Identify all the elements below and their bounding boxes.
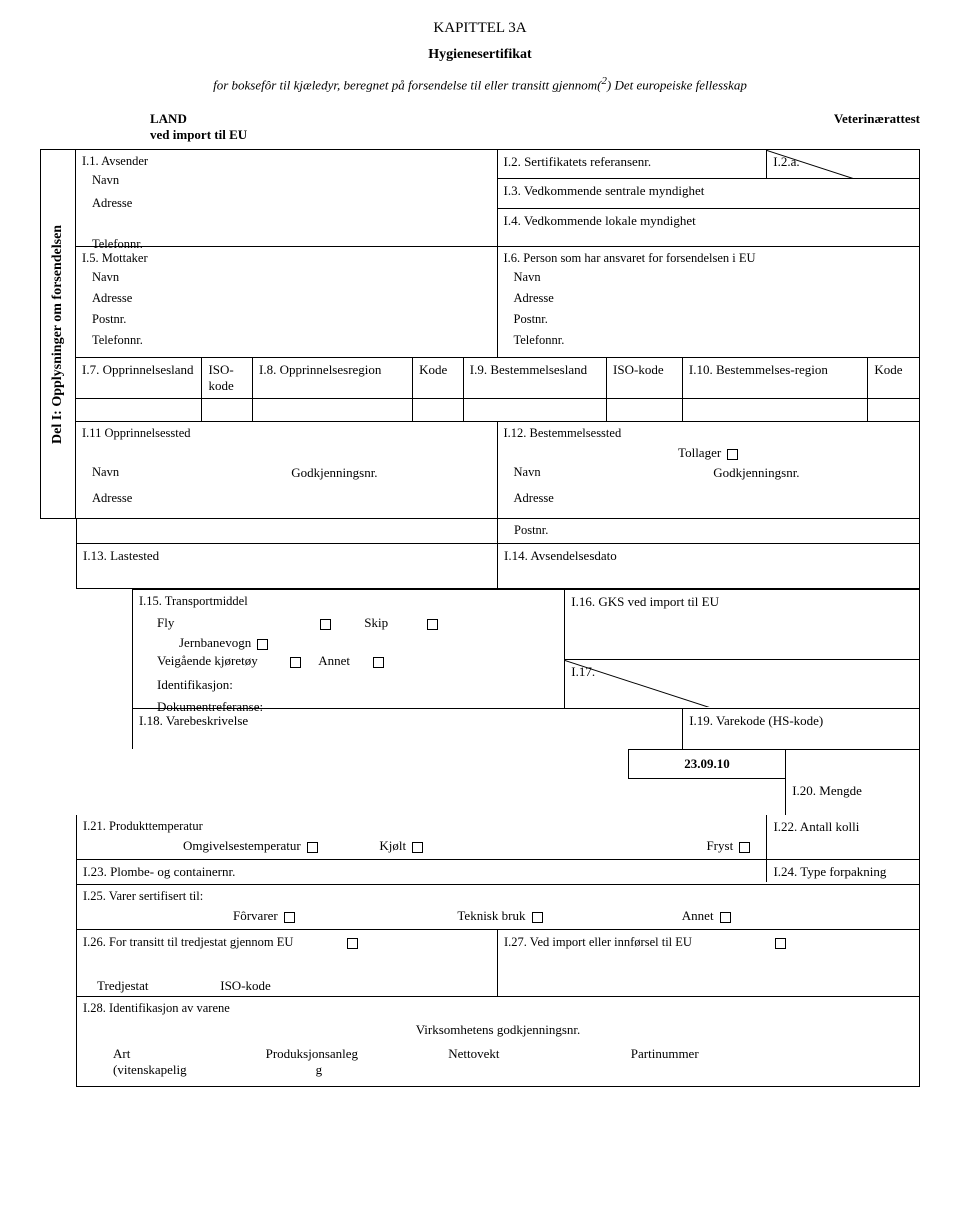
i23-label: I.23. Plombe- og containernr. (77, 860, 767, 882)
i7-iso: ISO-kode (202, 358, 253, 398)
i26-label: I.26. For transitt til tredjestat gjenno… (83, 935, 293, 949)
i25-annet2: Annet (682, 908, 714, 923)
i11-adresse: Adresse (92, 491, 491, 506)
subtitle-prefix: for boksefôr til kjæledyr, beregnet på f… (213, 77, 601, 92)
document-subtitle: for boksefôr til kjæledyr, beregnet på f… (40, 75, 920, 93)
i13-label: I.13. Lastested (77, 544, 498, 588)
header-vet: Veterinærattest (834, 111, 920, 143)
forvarer-checkbox[interactable] (284, 912, 295, 923)
tollager-checkbox[interactable] (727, 449, 738, 460)
i25-forvarer: Fôrvarer (233, 908, 278, 923)
i28-label: I.28. Identifikasjon av varene (83, 1001, 913, 1016)
i15-vei: Veigående kjøretøy (157, 653, 258, 668)
i16-label: I.16. GKS ved import til EU (565, 590, 919, 660)
i1-adresse: Adresse (92, 196, 491, 211)
part-1-side-label: Del I: Opplysninger om forsendelsen (40, 149, 76, 519)
i5-adresse: Adresse (92, 291, 491, 306)
i12-godkj: Godkjenningsnr. (713, 465, 913, 481)
i1-label: I.1. Avsender (82, 154, 491, 169)
i14-label: I.14. Avsendelsesdato (498, 544, 919, 588)
i7-label: I.7. Opprinnelsesland (76, 358, 202, 398)
i28-prod2: g (266, 1062, 449, 1078)
i12-navn: Navn (514, 465, 714, 481)
i4-label: I.4. Vedkommende lokale myndighet (498, 209, 920, 245)
fryst-checkbox[interactable] (739, 842, 750, 853)
i28-vitensk: (vitenskapelig (113, 1062, 266, 1078)
i6-postnr: Postnr. (514, 312, 914, 327)
hs-code: 23.09.10 (628, 749, 785, 779)
i21-omgiv: Omgivelsestemperatur (183, 838, 301, 853)
i15-annet: Annet (318, 653, 350, 668)
i21-fryst: Fryst (706, 838, 733, 853)
i5-label: I.5. Mottaker (82, 251, 491, 266)
i26-checkbox[interactable] (347, 938, 358, 949)
i8-label: I.8. Opprinnelsesregion (253, 358, 413, 398)
subtitle-suffix: ) Det europeiske fellesskap (607, 77, 747, 92)
i24-label: I.24. Type forpakning (767, 860, 919, 884)
i9-label: I.9. Bestemmelsesland (464, 358, 607, 398)
i27-label: I.27. Ved import eller innførsel til EU (504, 935, 692, 949)
i8-kode: Kode (413, 358, 464, 398)
i5-postnr: Postnr. (92, 312, 491, 327)
i19-label: I.19. Varekode (HS-kode) (683, 709, 919, 749)
i5-navn: Navn (92, 270, 491, 285)
i15-label: I.15. Transportmiddel (139, 594, 558, 609)
i27-checkbox[interactable] (775, 938, 786, 949)
i6-adresse: Adresse (514, 291, 914, 306)
i15-fly: Fly (157, 615, 174, 630)
i12-adresse: Adresse (514, 491, 914, 506)
teknisk-checkbox[interactable] (532, 912, 543, 923)
skip-checkbox[interactable] (427, 619, 438, 630)
annet2-checkbox[interactable] (720, 912, 731, 923)
i2a-label: I.2.a. (767, 150, 919, 178)
header-land: LAND (150, 111, 247, 127)
i5-telefon: Telefonnr. (92, 333, 491, 348)
i18-label: I.18. Varebeskrivelse (133, 709, 683, 749)
i15-jernbane: Jernbanevogn (179, 635, 251, 650)
i6-label: I.6. Person som har ansvaret for forsend… (504, 251, 914, 266)
i11-navn: Navn (92, 465, 291, 481)
i15-ident: Identifikasjon: (157, 677, 558, 693)
kjolt-checkbox[interactable] (412, 842, 423, 853)
i17-label: I.17. (565, 660, 919, 707)
i11-godkj: Godkjenningsnr. (291, 465, 490, 481)
i26-tredjestat: Tredjestat (97, 978, 217, 994)
i6-telefon: Telefonnr. (514, 333, 914, 348)
i25-teknisk: Teknisk bruk (457, 908, 525, 923)
i1-navn: Navn (92, 173, 491, 188)
i15-skip: Skip (364, 615, 388, 630)
annet-checkbox[interactable] (373, 657, 384, 668)
i10-kode: Kode (868, 358, 919, 398)
chapter-title: KAPITTEL 3A (40, 20, 920, 37)
fly-checkbox[interactable] (320, 619, 331, 630)
i10-label: I.10. Bestemmelses-region (683, 358, 868, 398)
i28-netto: Nettovekt (448, 1046, 631, 1078)
i28-prod1: Produksjonsanleg (266, 1046, 449, 1062)
i11-label: I.11 Opprinnelsessted (82, 426, 491, 441)
i21-kjolt: Kjølt (379, 838, 406, 853)
i9-iso: ISO-kode (607, 358, 683, 398)
i12-postnr: Postnr. (514, 523, 913, 538)
i22-label: I.22. Antall kolli (767, 815, 919, 859)
document-title: Hygienesertifikat (40, 47, 920, 63)
i26-iso: ISO-kode (220, 978, 271, 993)
vei-checkbox[interactable] (290, 657, 301, 668)
omgiv-checkbox[interactable] (307, 842, 318, 853)
header-import: ved import til EU (150, 127, 247, 143)
jernbane-checkbox[interactable] (257, 639, 268, 650)
i21-label: I.21. Produkttemperatur (83, 819, 760, 834)
i28-virksomhet: Virksomhetens godkjenningsnr. (83, 1022, 913, 1038)
i12-label: I.12. Bestemmelsessted (504, 426, 914, 441)
i20-label: I.20. Mengde (785, 779, 919, 815)
i12-tollager: Tollager (678, 445, 721, 460)
i25-label: I.25. Varer sertifisert til: (83, 889, 913, 904)
i3-label: I.3. Vedkommende sentrale myndighet (498, 179, 920, 209)
i2-label: I.2. Sertifikatets referansenr. (498, 150, 768, 178)
i28-art: Art (113, 1046, 266, 1062)
i28-parti: Partinummer (631, 1046, 814, 1078)
i6-navn: Navn (514, 270, 914, 285)
